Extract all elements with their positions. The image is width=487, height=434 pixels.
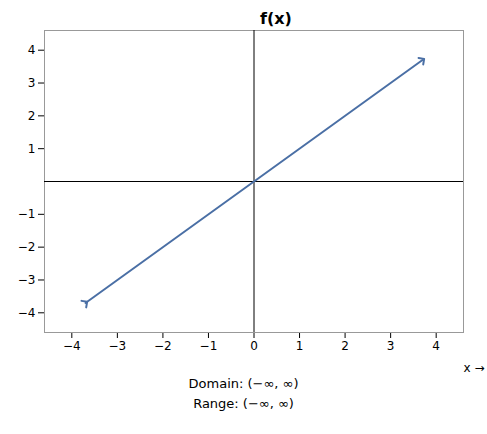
svg-text:0: 0 [250, 339, 258, 353]
svg-text:3: 3 [387, 339, 395, 353]
svg-text:2: 2 [341, 339, 349, 353]
svg-text:1: 1 [296, 339, 304, 353]
svg-text:−2: −2 [18, 240, 36, 254]
svg-text:1: 1 [28, 142, 36, 156]
svg-text:−4: −4 [18, 306, 36, 320]
svg-text:−1: −1 [18, 207, 36, 221]
svg-text:f(x): f(x) [260, 9, 292, 28]
svg-text:2: 2 [28, 109, 36, 123]
svg-text:4: 4 [432, 339, 440, 353]
svg-text:x →: x → [464, 361, 485, 375]
svg-text:−3: −3 [109, 339, 127, 353]
svg-text:−1: −1 [200, 339, 218, 353]
svg-text:−3: −3 [18, 273, 36, 287]
svg-text:−4: −4 [63, 339, 81, 353]
svg-text:3: 3 [28, 76, 36, 90]
html-text:Range: (−∞, ∞): Range: (−∞, ∞) [193, 396, 294, 411]
svg-text:4: 4 [28, 43, 36, 57]
html-text:Domain: (−∞, ∞): Domain: (−∞, ∞) [188, 376, 299, 391]
svg-text:−2: −2 [154, 339, 172, 353]
